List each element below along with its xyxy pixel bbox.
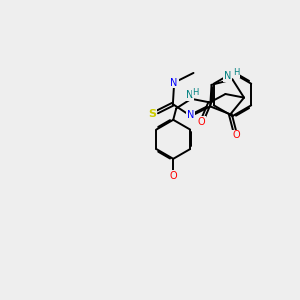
Text: S: S: [148, 110, 157, 119]
Text: H: H: [193, 88, 199, 97]
Text: H: H: [233, 68, 239, 77]
Text: N: N: [187, 110, 195, 120]
Text: N: N: [224, 71, 232, 81]
Text: O: O: [198, 117, 206, 127]
Text: N: N: [170, 78, 178, 88]
Text: O: O: [232, 130, 240, 140]
Text: N: N: [186, 90, 193, 100]
Text: O: O: [169, 171, 177, 181]
